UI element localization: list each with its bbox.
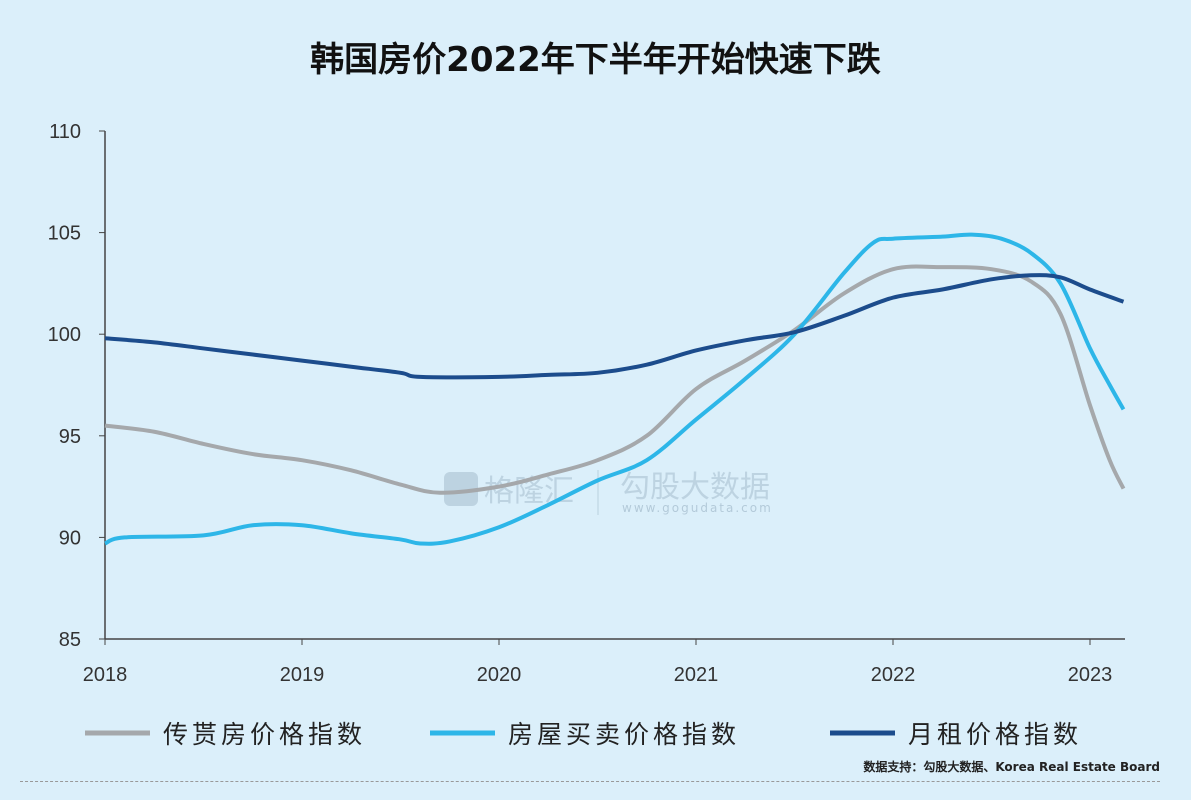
watermark: 格隆汇 勾股大数据 www.gogudata.com (444, 470, 773, 515)
x-tick-label: 2020 (477, 664, 522, 686)
x-tick-label: 2018 (83, 664, 128, 686)
y-tick-label: 110 (49, 121, 81, 143)
source-note: 数据支持：勾股大数据、Korea Real Estate Board (863, 760, 1160, 774)
x-tick-label: 2021 (674, 664, 719, 686)
watermark-right: 勾股大数据 (620, 470, 770, 505)
series-line-0 (104, 264, 1126, 495)
y-tick-label: 85 (59, 629, 81, 651)
x-tick-label: 2022 (871, 664, 916, 686)
series-line-1 (104, 232, 1126, 546)
watermark-url: www.gogudata.com (622, 501, 773, 515)
y-tick-label: 100 (48, 324, 81, 346)
legend-label: 房屋买卖价格指数 (508, 720, 740, 749)
x-tick-label: 2019 (280, 664, 325, 686)
divider (20, 781, 1160, 782)
series-line-2 (104, 273, 1125, 380)
chart-title: 韩国房价2022年下半年开始快速下跌 (310, 40, 881, 80)
legend-label: 传贳房价格指数 (163, 720, 366, 749)
legend-label: 月租价格指数 (908, 720, 1082, 749)
y-tick-label: 105 (48, 223, 81, 245)
y-tick-label: 95 (59, 426, 81, 448)
y-tick-label: 90 (59, 527, 81, 549)
watermark-logo-icon (444, 472, 478, 506)
x-tick-label: 2023 (1068, 664, 1113, 686)
